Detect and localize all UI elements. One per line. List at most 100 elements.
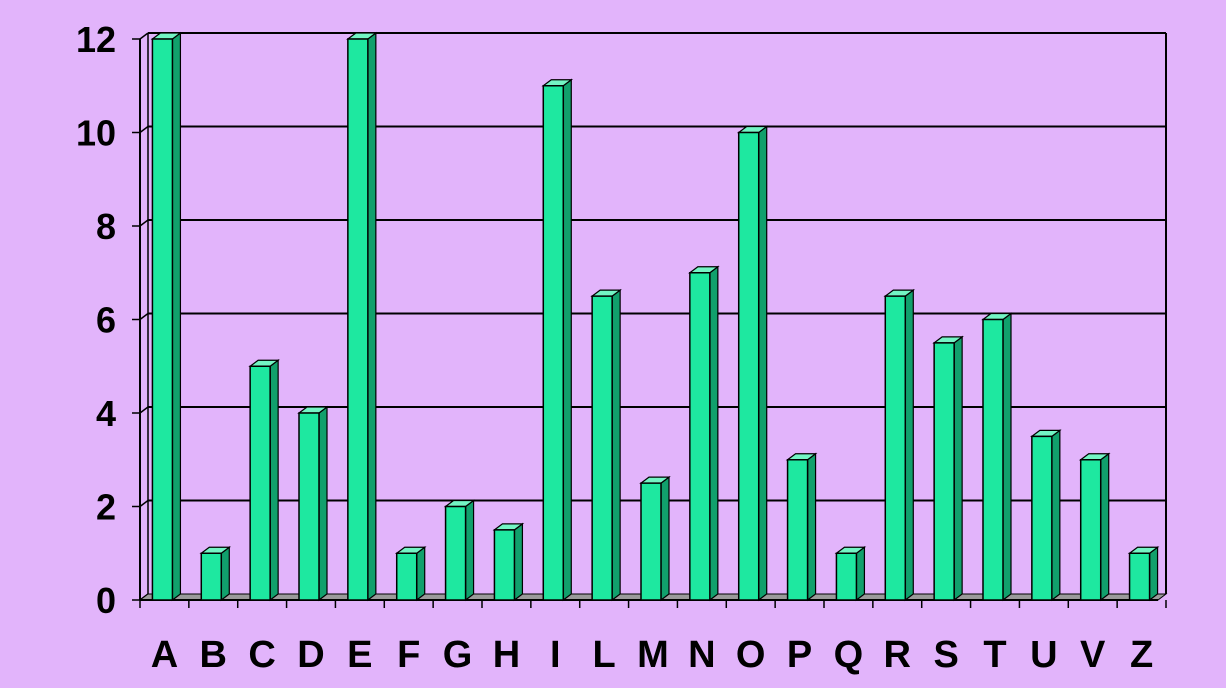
y-tick-label: 2 — [96, 487, 116, 528]
x-tick-label: B — [200, 634, 227, 676]
bars — [150, 31, 1160, 602]
x-tick-label: F — [397, 634, 420, 676]
bar — [786, 459, 809, 601]
x-tick-label: P — [787, 634, 812, 676]
x-tick-label: S — [933, 634, 958, 676]
bar — [1079, 459, 1102, 601]
bar-side — [611, 288, 621, 602]
bar — [347, 38, 369, 601]
bar-R — [883, 288, 916, 602]
x-tick-label: D — [297, 634, 324, 676]
bar-O — [736, 125, 769, 602]
bar-side — [709, 265, 719, 602]
bar-A — [150, 31, 183, 602]
bar-F — [394, 546, 427, 602]
bar-side — [806, 452, 817, 602]
bar-side — [904, 288, 914, 602]
bar-side — [513, 522, 524, 602]
x-tick-label: T — [983, 634, 1006, 676]
x-tick-label: U — [1030, 634, 1057, 676]
x-tick-label: A — [151, 634, 178, 676]
bar-D — [297, 405, 329, 602]
bar-side — [318, 405, 328, 602]
bar — [591, 295, 613, 601]
bar-E — [346, 31, 378, 602]
y-tick-labels: 0 2 4 6 8 10 12 — [76, 19, 116, 621]
y-tick-label: 6 — [96, 300, 116, 341]
gridline-depth — [139, 312, 149, 321]
bar — [151, 38, 174, 601]
bar — [249, 365, 271, 601]
bar — [982, 318, 1004, 601]
bar-T — [981, 312, 1013, 602]
bar-side — [220, 546, 230, 602]
bar-side — [171, 31, 182, 602]
x-tick-label: O — [736, 634, 766, 676]
x-tick-label: H — [493, 634, 520, 676]
bar — [737, 131, 760, 601]
bar-N — [688, 265, 720, 602]
gridline-depth — [139, 32, 149, 40]
bar-side — [953, 335, 963, 602]
bar-U — [1030, 429, 1062, 602]
bar-C — [248, 359, 280, 602]
x-tick-label: N — [688, 634, 715, 676]
bar-side — [855, 546, 866, 602]
bar — [933, 342, 955, 601]
bar-side — [758, 125, 768, 602]
bar-Q — [834, 546, 867, 602]
x-tick-label: I — [550, 634, 561, 676]
bar-B — [199, 546, 232, 602]
bar — [298, 412, 320, 601]
x-tick-label: L — [593, 634, 616, 676]
x-tick-label: C — [248, 634, 275, 676]
bar — [1128, 552, 1151, 601]
y-tick-label: 0 — [96, 580, 116, 621]
bar-side — [1002, 312, 1012, 602]
x-tick-label: G — [443, 634, 473, 676]
bar-Z — [1127, 546, 1160, 602]
bar-side — [562, 78, 572, 602]
bar — [884, 295, 907, 601]
bar — [835, 552, 858, 601]
y-tick-label: 4 — [96, 393, 116, 434]
bar — [689, 272, 711, 601]
bar-side — [660, 475, 670, 602]
bar — [395, 552, 418, 601]
x-tick-label: Q — [834, 634, 864, 676]
bar-side — [1148, 546, 1159, 602]
gridline-depth — [139, 219, 149, 227]
bar-I — [541, 78, 574, 602]
gridline-depth — [139, 499, 149, 508]
bar-side — [1051, 429, 1061, 602]
bar-P — [785, 452, 818, 602]
bar — [542, 85, 565, 601]
x-tick-label: Z — [1130, 634, 1153, 676]
x-tick-label: R — [884, 634, 911, 676]
y-tick-label: 10 — [76, 113, 116, 154]
bar-side — [464, 499, 475, 602]
gridline-depth — [139, 406, 149, 414]
bar-L — [590, 288, 622, 602]
bar — [200, 552, 223, 601]
y-tick-label: 8 — [96, 206, 116, 247]
x-tick-label: E — [347, 634, 372, 676]
bar-V — [1078, 452, 1111, 602]
bar-side — [1100, 452, 1110, 602]
bar — [1031, 435, 1053, 601]
gridline-depth — [139, 125, 149, 134]
bar-side — [416, 546, 426, 602]
bar-G — [443, 499, 476, 602]
bar-H — [492, 522, 525, 602]
bar — [493, 529, 516, 601]
y-tick-label: 12 — [76, 19, 116, 60]
bar — [444, 505, 467, 601]
bar-side — [367, 31, 377, 602]
bar-S — [932, 335, 964, 602]
bar-M — [639, 475, 671, 602]
x-tick-label: V — [1080, 634, 1106, 676]
bar — [640, 482, 662, 601]
